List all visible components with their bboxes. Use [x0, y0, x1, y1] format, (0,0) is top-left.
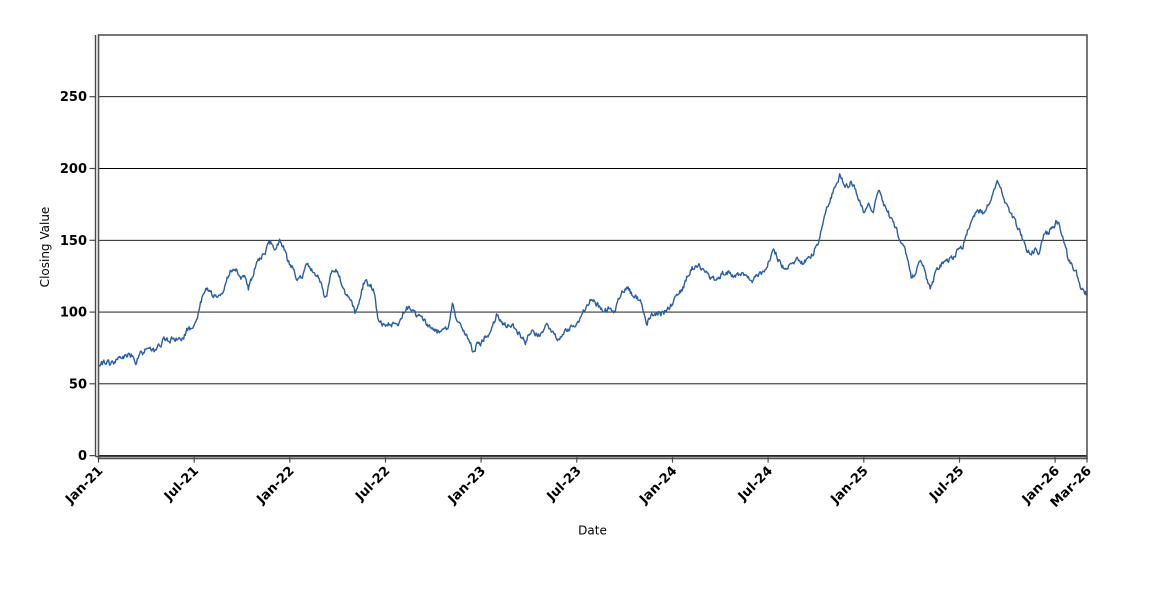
series-layer [97, 173, 1088, 367]
x-tick-label: Jul-25 [926, 464, 967, 505]
x-tick-label: Jan-24 [636, 464, 680, 508]
x-tick-label: Jan-25 [828, 464, 872, 508]
x-tick-label: Jan-21 [62, 464, 106, 508]
y-axis-title: Closing Value [38, 207, 52, 288]
y-tick-label: 250 [60, 90, 87, 105]
y-tick-label: 200 [60, 162, 87, 177]
x-tick-label: Jul-21 [161, 464, 202, 505]
x-tick-label: Jul-23 [544, 464, 585, 505]
axes: 0 50 100 150 200 250 Jan-21 Jul-21 Jan-22 Jul-22 J… [60, 35, 1095, 511]
x-tick-label: Jan-23 [445, 464, 489, 508]
x-tick-label: Jul-22 [352, 464, 393, 505]
y-tick-label: 150 [60, 234, 87, 249]
gridlines [98, 96, 1087, 457]
x-tick-label: Jan-22 [254, 464, 298, 508]
x-axis-title: Date [578, 524, 607, 538]
y-tick-label: 100 [60, 306, 87, 321]
y-tick-label: 0 [78, 449, 87, 464]
y-tick-label: 50 [69, 377, 87, 392]
closing-value-series-line [97, 173, 1088, 367]
x-tick-label: Jul-24 [735, 464, 776, 505]
plot-border [97, 34, 1088, 460]
